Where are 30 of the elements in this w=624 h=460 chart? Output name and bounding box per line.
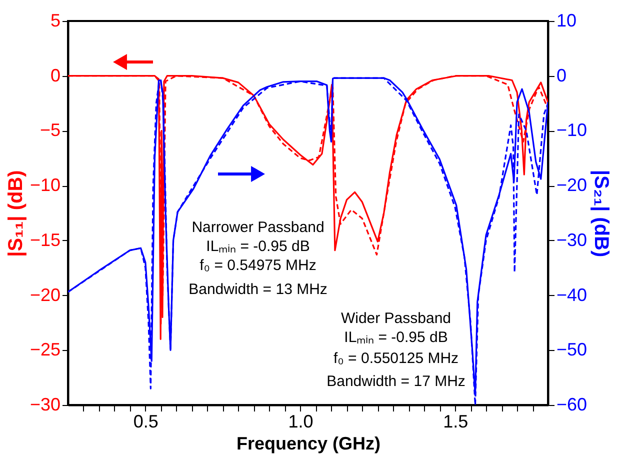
y-tick-label: −20 [30,284,60,305]
annotation: f₀ = 0.54975 MHz [200,257,316,274]
y2-tick-label: −10 [556,120,588,140]
y2-tick-label: −20 [556,175,588,196]
y2-tick-label: 10 [556,10,577,30]
y-tick-label: 5 [50,10,60,30]
y2-tick-label: −50 [556,340,588,360]
annotation: Bandwidth = 17 MHz [326,373,466,390]
y-tick-label: −10 [30,175,60,196]
y-tick-label: −25 [30,340,60,360]
annotation: ILₘᵢₙ = -0.95 dB [206,238,310,255]
y-tick-label: −5 [40,120,60,140]
x-axis-title: Frequency (GHz) [236,434,381,454]
y-axis-title: |S₁₁| (dB) [4,170,27,257]
y2-axis-title: |S₂₁| (dB) [590,170,612,258]
y2-tick-label: −60 [556,394,588,414]
annotation: f₀ = 0.550125 MHz [333,350,459,367]
annotation: ILₘᵢₙ = -0.95 dB [344,329,448,346]
x-tick-label: 0.5 [133,412,158,432]
y-tick-label: −30 [30,394,60,414]
annotation: Wider Passband [340,310,452,327]
annotation: Bandwidth = 13 MHz [188,281,328,298]
x-tick-label: 1.0 [288,412,314,432]
y-tick-label: −15 [30,230,60,250]
y2-tick-label: −40 [556,284,588,305]
y-tick-label: 0 [50,65,60,86]
y2-tick-label: 0 [556,65,567,86]
annotation: Narrower Passband [192,219,324,236]
x-tick-label: 1.5 [443,412,468,432]
y2-tick-label: −30 [556,230,588,250]
